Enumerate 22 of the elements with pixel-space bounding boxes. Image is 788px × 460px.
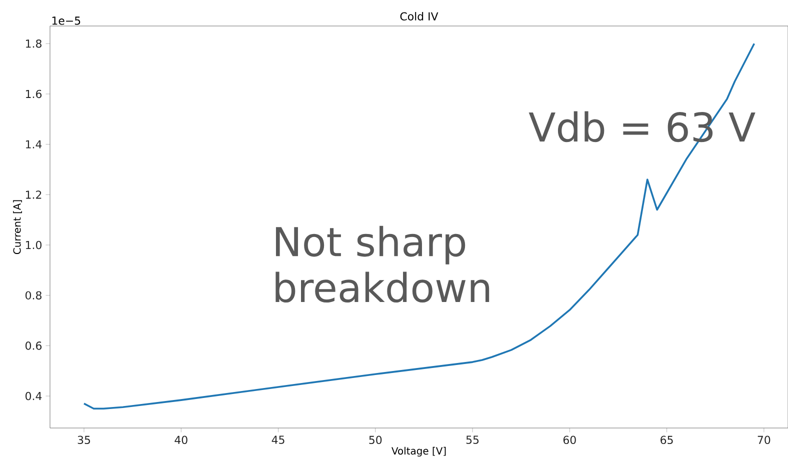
y-tick-label: 0.8	[26, 291, 42, 300]
annotation: Not sharp breakdown	[276, 226, 490, 303]
chart-title: Cold IV	[400, 12, 438, 20]
y-tick-label: 1.2	[26, 190, 42, 199]
y-tick-label: 1.0	[26, 240, 42, 250]
y-tick-label: 0.4	[26, 392, 42, 400]
y-tick-label: 1.6	[26, 90, 42, 98]
x-tick-label: 45	[272, 436, 284, 444]
x-tick-label: 55	[466, 436, 479, 444]
y-tick-label: 0.6	[26, 342, 42, 350]
x-axis-title: Voltage [V]	[392, 446, 446, 457]
x-tick-label: 70	[758, 436, 770, 444]
x-tick-label: 40	[174, 436, 188, 444]
x-tick-label: 50	[369, 436, 382, 444]
x-tick-label: 65	[660, 436, 673, 444]
y-tick-label: 1.8	[26, 39, 42, 48]
y-tick-label: 1.4	[26, 140, 42, 148]
x-tick-label: 35	[78, 436, 90, 444]
line-series	[83, 42, 756, 410]
y-axis-title: Current [A]	[13, 200, 22, 254]
x-tick-label: 60	[563, 436, 576, 444]
text: 1e−5	[52, 16, 80, 25]
